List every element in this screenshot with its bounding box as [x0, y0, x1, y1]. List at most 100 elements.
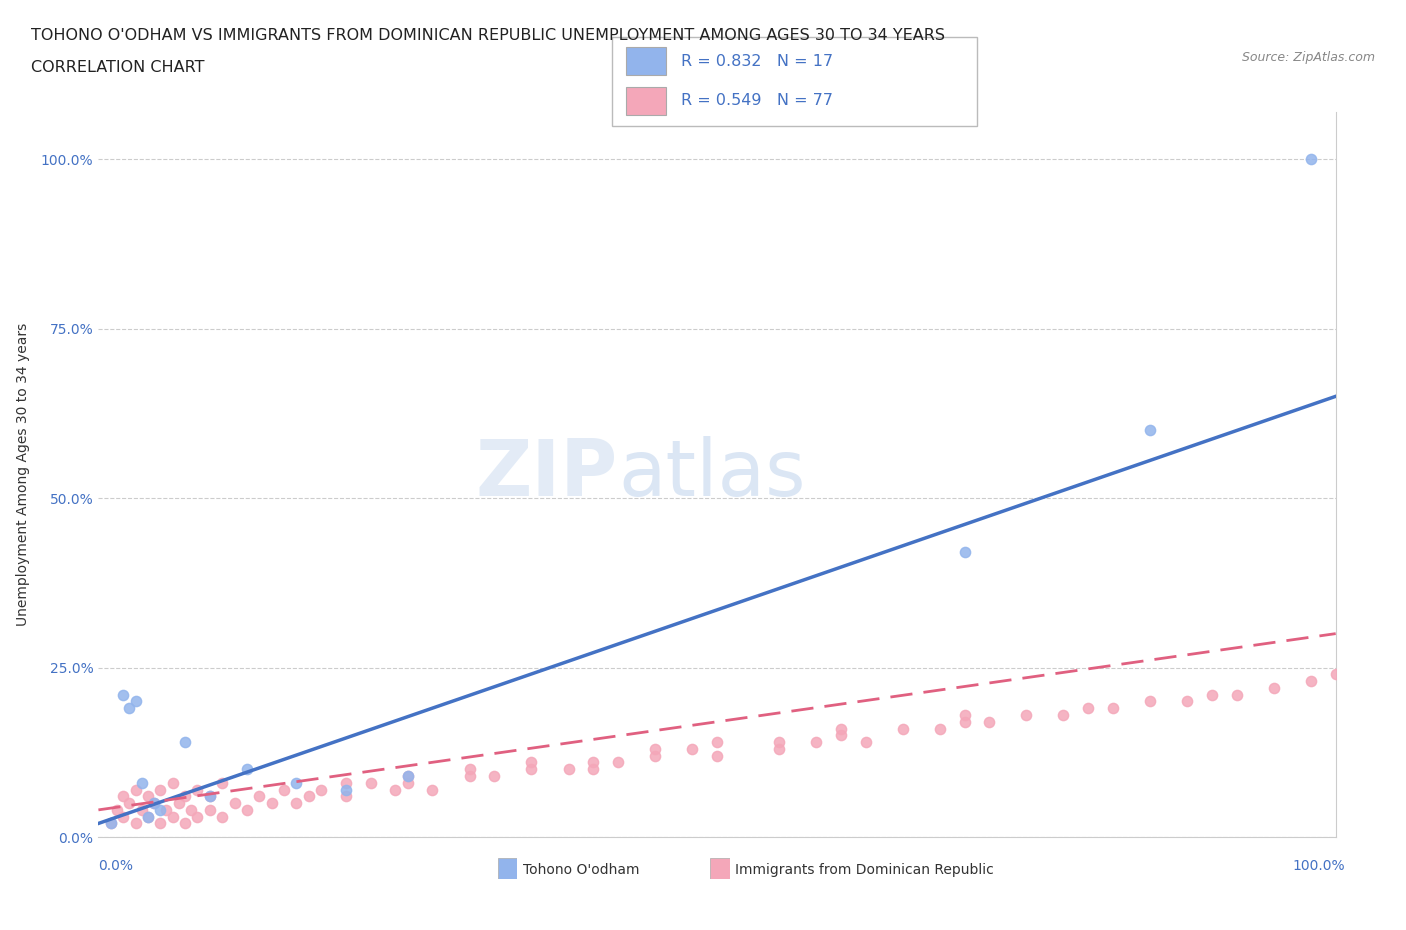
Point — [1263, 681, 1285, 696]
Point — [891, 721, 914, 736]
Point — [124, 816, 146, 830]
Point — [1299, 673, 1322, 688]
Point — [118, 700, 141, 715]
Point — [804, 735, 827, 750]
Point — [149, 782, 172, 797]
Point — [162, 776, 184, 790]
Point — [1139, 423, 1161, 438]
Point — [384, 782, 406, 797]
FancyBboxPatch shape — [612, 37, 977, 126]
Point — [285, 796, 308, 811]
Point — [644, 741, 666, 756]
Point — [236, 803, 259, 817]
Point — [953, 708, 976, 723]
Point — [768, 735, 790, 750]
Point — [582, 762, 605, 777]
Point — [830, 728, 852, 743]
Point — [198, 803, 221, 817]
Point — [458, 768, 481, 783]
Point — [236, 762, 259, 777]
Point — [174, 816, 197, 830]
Point — [112, 789, 135, 804]
Point — [174, 735, 197, 750]
Point — [105, 803, 128, 817]
Point — [979, 714, 1001, 729]
Point — [830, 721, 852, 736]
Point — [422, 782, 444, 797]
Point — [198, 789, 221, 804]
Point — [335, 789, 357, 804]
Text: ZIP: ZIP — [475, 436, 619, 512]
Text: TOHONO O'ODHAM VS IMMIGRANTS FROM DOMINICAN REPUBLIC UNEMPLOYMENT AMONG AGES 30 : TOHONO O'ODHAM VS IMMIGRANTS FROM DOMINI… — [31, 28, 945, 43]
Point — [1175, 694, 1198, 709]
Point — [855, 735, 877, 750]
Point — [644, 749, 666, 764]
Point — [112, 687, 135, 702]
Point — [143, 796, 166, 811]
Point — [335, 782, 357, 797]
Point — [136, 789, 159, 804]
Point — [706, 749, 728, 764]
Point — [118, 796, 141, 811]
Point — [149, 803, 172, 817]
Point — [162, 809, 184, 824]
Point — [112, 809, 135, 824]
Point — [1139, 694, 1161, 709]
Point — [131, 803, 153, 817]
Point — [520, 755, 543, 770]
Point — [174, 789, 197, 804]
Text: Tohono O'odham: Tohono O'odham — [523, 862, 640, 877]
Point — [247, 789, 270, 804]
Point — [396, 768, 419, 783]
Point — [131, 776, 153, 790]
Text: 0.0%: 0.0% — [98, 858, 134, 872]
FancyBboxPatch shape — [626, 86, 666, 115]
Point — [167, 796, 190, 811]
Point — [143, 796, 166, 811]
Point — [211, 776, 233, 790]
Point — [335, 776, 357, 790]
Point — [520, 762, 543, 777]
Point — [1201, 687, 1223, 702]
Point — [309, 782, 332, 797]
Point — [1102, 700, 1125, 715]
Point — [768, 741, 790, 756]
Point — [149, 816, 172, 830]
Point — [360, 776, 382, 790]
Text: R = 0.832   N = 17: R = 0.832 N = 17 — [681, 54, 834, 69]
Point — [582, 755, 605, 770]
Point — [1015, 708, 1038, 723]
Point — [124, 782, 146, 797]
Point — [285, 776, 308, 790]
Point — [1324, 667, 1347, 682]
Point — [186, 782, 208, 797]
Text: CORRELATION CHART: CORRELATION CHART — [31, 60, 204, 75]
Point — [260, 796, 283, 811]
Point — [396, 776, 419, 790]
Point — [198, 789, 221, 804]
Point — [484, 768, 506, 783]
Text: atlas: atlas — [619, 436, 806, 512]
Point — [607, 755, 630, 770]
Point — [1077, 700, 1099, 715]
Point — [155, 803, 177, 817]
Point — [100, 816, 122, 830]
Point — [136, 809, 159, 824]
Text: Source: ZipAtlas.com: Source: ZipAtlas.com — [1241, 51, 1375, 64]
Point — [458, 762, 481, 777]
Point — [273, 782, 295, 797]
Point — [224, 796, 246, 811]
Point — [1299, 152, 1322, 166]
Point — [186, 809, 208, 824]
Point — [100, 816, 122, 830]
Point — [953, 545, 976, 560]
Point — [953, 714, 976, 729]
Point — [211, 809, 233, 824]
Text: 100.0%: 100.0% — [1294, 858, 1346, 872]
Point — [396, 768, 419, 783]
Point — [681, 741, 703, 756]
Text: Immigrants from Dominican Republic: Immigrants from Dominican Republic — [735, 862, 994, 877]
Y-axis label: Unemployment Among Ages 30 to 34 years: Unemployment Among Ages 30 to 34 years — [15, 323, 30, 626]
Point — [298, 789, 321, 804]
Point — [124, 694, 146, 709]
